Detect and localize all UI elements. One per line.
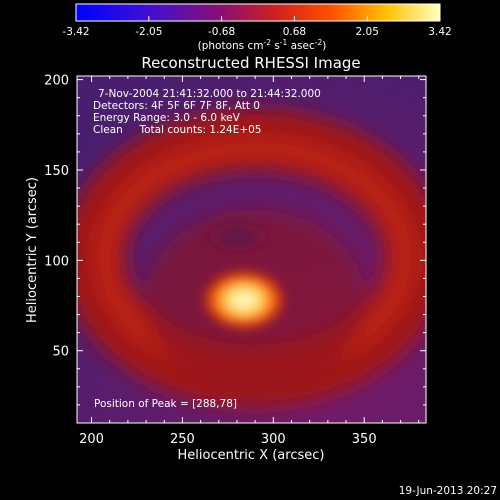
- y-axis-ticks: [77, 79, 426, 406]
- x-axis-ticks: [91, 76, 420, 423]
- x-tick-label: 200: [79, 432, 104, 447]
- x-tick-label: 350: [352, 432, 377, 447]
- y-tick-label: 150: [44, 164, 69, 179]
- x-tick-label: 300: [261, 432, 286, 447]
- annotation-peak: Position of Peak = [288,78]: [94, 398, 237, 410]
- colorbar-tick-label: -0.68: [208, 26, 235, 38]
- y-tick-label: 50: [52, 345, 69, 360]
- y-axis-tick-labels: 50 100 150 200: [44, 74, 69, 360]
- colorbar-tick-label: -3.42: [62, 26, 89, 38]
- colorbar-tick-marks: [75, 16, 441, 21]
- ring-inner-hole: [198, 219, 278, 255]
- plot-frame: [76, 75, 427, 424]
- colorbar: [75, 3, 441, 22]
- colorbar-label: (photons cm-2 s-1 asec-2): [198, 38, 327, 52]
- y-tick-label: 100: [44, 254, 69, 269]
- footer-date: 19-Jun-2013 20:27: [399, 485, 497, 497]
- annotation-time: 7-Nov-2004 21:41:32.000 to 21:44:32.000: [98, 88, 321, 100]
- x-axis-tick-labels: 200 250 300 350: [79, 432, 376, 447]
- peak-source: [200, 268, 288, 332]
- colorbar-tick-label: 0.68: [283, 26, 306, 38]
- y-axis-label: Heliocentric Y (arcsec): [25, 177, 40, 323]
- heatmap-image: [77, 76, 426, 423]
- colorbar-tick-label: 3.42: [428, 26, 451, 38]
- x-tick-label: 250: [170, 432, 195, 447]
- annotations: 7-Nov-2004 21:41:32.000 to 21:44:32.000 …: [93, 88, 321, 410]
- chart-title: Reconstructed RHESSI Image: [141, 54, 360, 72]
- colorbar-tick-label: 2.05: [356, 26, 379, 38]
- annotation-clean: Clean Total counts: 1.24E+05: [93, 124, 262, 136]
- y-tick-label: 200: [44, 74, 69, 89]
- x-axis-label: Heliocentric X (arcsec): [178, 448, 325, 463]
- colorbar-tick-label: -2.05: [135, 26, 162, 38]
- annotation-detectors: Detectors: 4F 5F 6F 7F 8F, Att 0: [93, 100, 260, 112]
- annotation-energy: Energy Range: 3.0 - 6.0 keV: [93, 112, 241, 124]
- colorbar-tick-labels: -3.42 -2.05 -0.68 0.68 2.05 3.42: [62, 26, 451, 38]
